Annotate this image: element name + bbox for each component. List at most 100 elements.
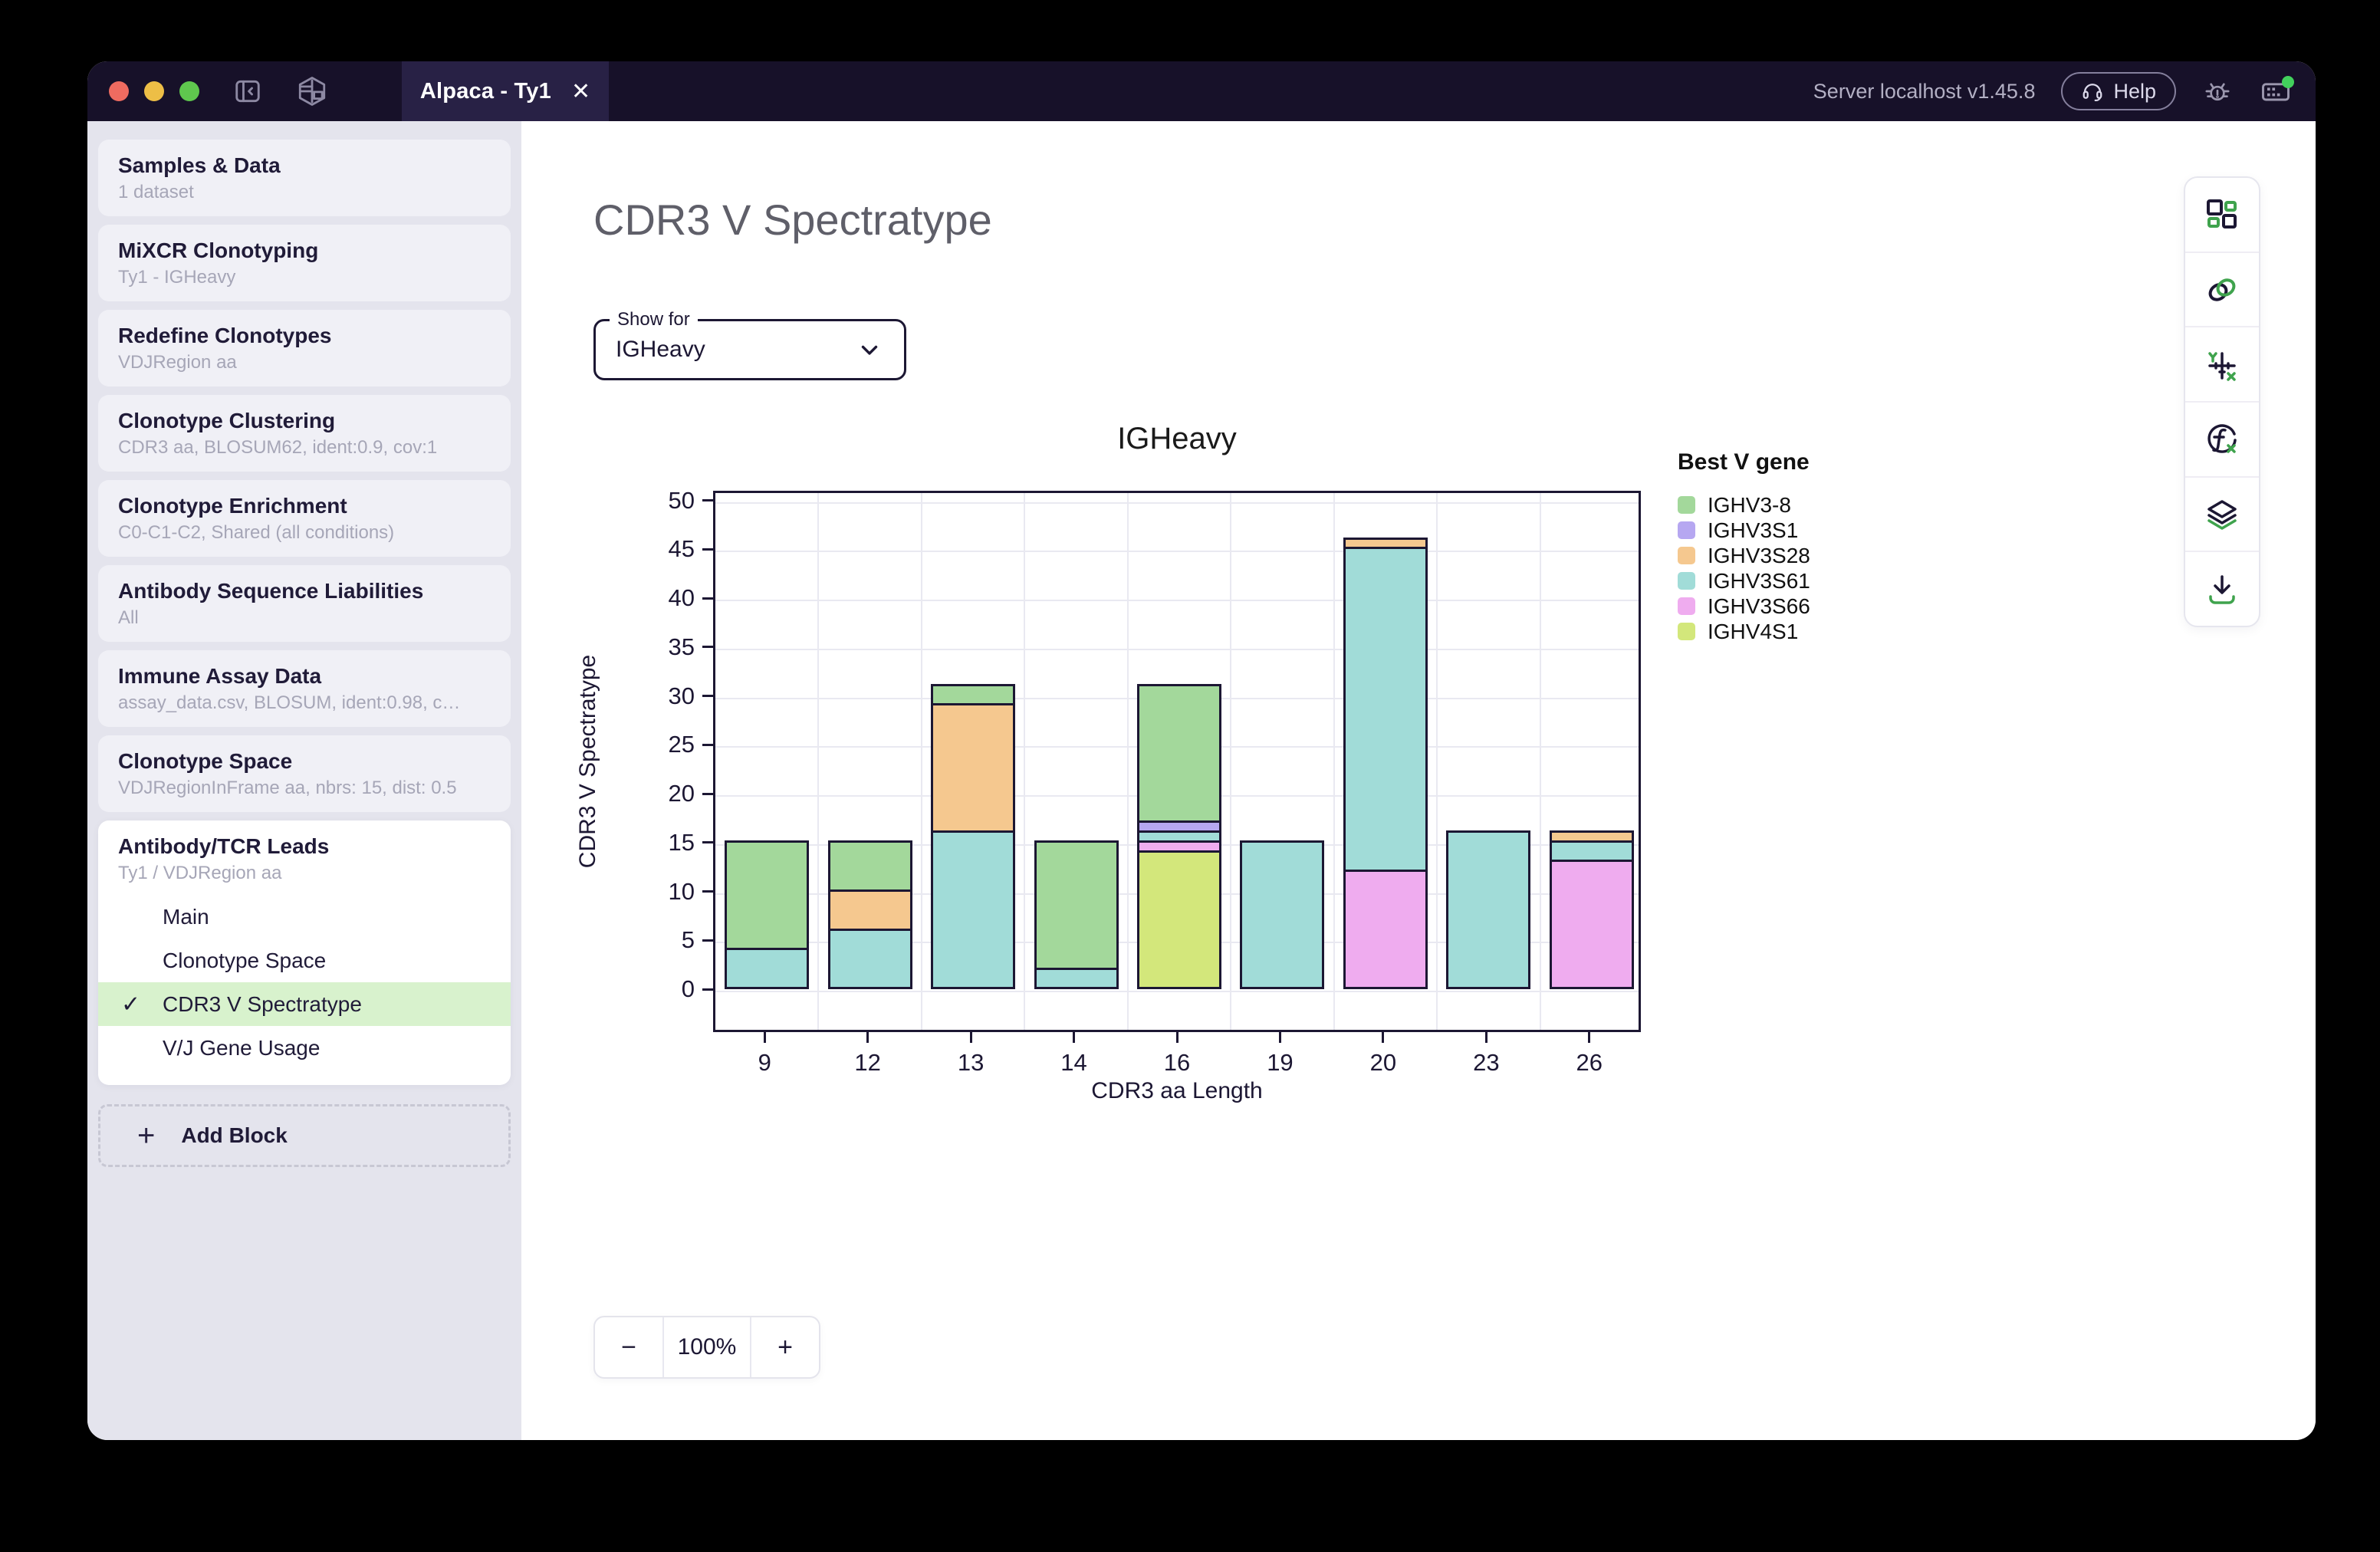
- sidebar-block-3[interactable]: Clonotype Clustering CDR3 aa, BLOSUM62, i…: [98, 395, 511, 472]
- legend-item-ighv3s66: IGHV3S66: [1678, 594, 1810, 619]
- y-tick-mark: [702, 841, 713, 844]
- x-tick-mark: [969, 1032, 972, 1043]
- x-tick-mark: [866, 1032, 869, 1043]
- help-button-label: Help: [2113, 79, 2156, 103]
- y-tick-label: 5: [681, 926, 695, 954]
- zoom-out-button[interactable]: −: [621, 1332, 636, 1362]
- legend-item-label: IGHV3S61: [1708, 568, 1810, 593]
- server-online-dot: [2282, 76, 2294, 88]
- legend-item-label: IGHV3-8: [1708, 492, 1791, 517]
- gridline: [1539, 493, 1541, 1030]
- x-tick-label: 13: [957, 1049, 985, 1076]
- sidebar-block-7[interactable]: Clonotype Space VDJRegionInFrame aa, nbrs…: [98, 735, 511, 812]
- subnav-item-cdr3-v-spectratype[interactable]: ✓ CDR3 V Spectratype: [98, 982, 511, 1026]
- block-title: Samples & Data: [118, 153, 281, 177]
- sidebar-block-0[interactable]: Samples & Data 1 dataset: [98, 140, 511, 216]
- x-tick-label: 20: [1369, 1049, 1397, 1076]
- sidebar-block-4[interactable]: Clonotype Enrichment C0-C1-C2, Shared (al…: [98, 480, 511, 557]
- x-tick-mark: [1073, 1032, 1076, 1043]
- sidebar-block-1[interactable]: MiXCR Clonotyping Ty1 - IGHeavy: [98, 225, 511, 301]
- x-axis-title: CDR3 aa Length: [1091, 1078, 1263, 1103]
- title-bar: Alpaca - Ty1 ✕ Server localhost v1.45.8 …: [87, 61, 2316, 121]
- legend-item-label: IGHV4S1: [1708, 619, 1799, 643]
- x-tick-mark: [1484, 1032, 1488, 1043]
- gridline: [1126, 493, 1129, 1030]
- app-logo-icon[interactable]: [296, 75, 328, 107]
- subnav-item-clonotype-space[interactable]: Clonotype Space: [98, 939, 511, 982]
- sidebar-block-6[interactable]: Immune Assay Data assay_data.csv, BLOSUM,…: [98, 650, 511, 727]
- y-tick-mark: [702, 646, 713, 649]
- add-block-label: Add Block: [181, 1123, 288, 1147]
- show-for-select[interactable]: Show for IGHeavy: [593, 309, 906, 380]
- add-block-button[interactable]: + Add Block: [98, 1104, 511, 1167]
- legend-swatch: [1678, 597, 1695, 615]
- server-status-text: Server localhost v1.45.8: [1813, 79, 2036, 103]
- legend: Best V gene IGHV3-8 IGHV3S1 IGHV3S28 IGHV3S…: [1678, 449, 1810, 644]
- page-title: CDR3 V Spectratype: [593, 196, 992, 244]
- y-tick-label: 10: [668, 877, 695, 905]
- blocks-sidebar: Samples & Data 1 dataset MiXCR Clonotyping…: [87, 121, 521, 1440]
- gridline: [715, 600, 1639, 602]
- zoom-in-button[interactable]: +: [777, 1332, 793, 1362]
- maximize-window-button[interactable]: [179, 81, 199, 101]
- bar-segment-IGHV3S61: [1240, 840, 1325, 989]
- subnav-item-label: Main: [163, 904, 209, 929]
- tab-alpaca-ty1[interactable]: Alpaca - Ty1 ✕: [402, 61, 609, 121]
- bug-report-button[interactable]: [2202, 76, 2233, 107]
- sidebar-block-2[interactable]: Redefine Clonotypes VDJRegion aa: [98, 310, 511, 386]
- x-tick-mark: [1588, 1032, 1591, 1043]
- y-tick-label: 30: [668, 682, 695, 709]
- y-tick-mark: [702, 695, 713, 698]
- bar-segment-IGHV3S61: [827, 928, 912, 989]
- sidebar-block-active[interactable]: Antibody/TCR Leads Ty1 / VDJRegion aa Main…: [98, 820, 511, 1085]
- layers-button[interactable]: [2185, 478, 2259, 553]
- axes-settings-button[interactable]: [2185, 327, 2259, 403]
- gridline: [715, 991, 1639, 992]
- x-tick-label: 26: [1576, 1049, 1603, 1076]
- tab-close-icon[interactable]: ✕: [570, 78, 591, 104]
- legend-item-label: IGHV3S28: [1708, 543, 1810, 567]
- link-icon: [2208, 278, 2236, 301]
- blocks-layout-button[interactable]: [2185, 178, 2259, 253]
- block-title: Antibody Sequence Liabilities: [118, 579, 424, 603]
- help-button[interactable]: Help: [2061, 72, 2176, 110]
- bar-segment-IGHV3-8: [1034, 840, 1119, 970]
- close-window-button[interactable]: [109, 81, 129, 101]
- y-tick-label: 40: [668, 584, 695, 612]
- block-subtitle: 1 dataset: [118, 182, 194, 202]
- bar-segment-IGHV3S28: [827, 889, 912, 931]
- sidebar-block-5[interactable]: Antibody Sequence Liabilities All: [98, 565, 511, 642]
- x-tick-label: 14: [1060, 1049, 1087, 1076]
- bar-segment-IGHV3-8: [1137, 683, 1221, 824]
- subnav-item-main[interactable]: Main: [98, 895, 511, 939]
- x-tick-label: 9: [758, 1049, 771, 1076]
- gridline: [715, 648, 1639, 650]
- minimize-window-button[interactable]: [144, 81, 164, 101]
- x-tick-label: 19: [1267, 1049, 1294, 1076]
- sidebar-toggle-icon[interactable]: [233, 77, 262, 106]
- blocks-icon: [2207, 199, 2237, 229]
- show-for-label: Show for: [610, 309, 698, 330]
- legend-item-label: IGHV3S1: [1708, 518, 1799, 542]
- x-tick-mark: [763, 1032, 766, 1043]
- block-title: Clonotype Enrichment: [118, 494, 347, 518]
- bar-segment-IGHV3S61: [1034, 967, 1119, 989]
- legend-swatch: [1678, 572, 1695, 590]
- legend-item-ighv3s28: IGHV3S28: [1678, 543, 1810, 568]
- y-axis-title: CDR3 V Spectratype: [575, 654, 600, 869]
- bar-segment-IGHV3S61: [1446, 830, 1531, 989]
- y-tick-mark: [702, 792, 713, 795]
- active-block-header[interactable]: Antibody/TCR Leads Ty1 / VDJRegion aa: [98, 820, 511, 890]
- y-tick-mark: [702, 597, 713, 600]
- block-title: Clonotype Space: [118, 749, 293, 773]
- block-title: Immune Assay Data: [118, 664, 322, 688]
- legend-item-ighv4s1: IGHV4S1: [1678, 619, 1810, 644]
- gridline: [1230, 493, 1232, 1030]
- bar-segment-IGHV3S28: [931, 703, 1016, 834]
- block-subtitle: CDR3 aa, BLOSUM62, ident:0.9, cov:1: [118, 437, 438, 458]
- function-button[interactable]: [2185, 403, 2259, 478]
- subnav-item-v-j-gene-usage[interactable]: V/J Gene Usage: [98, 1026, 511, 1070]
- local-server-button[interactable]: [2259, 74, 2294, 108]
- export-button[interactable]: [2185, 552, 2259, 626]
- link-data-button[interactable]: [2185, 253, 2259, 328]
